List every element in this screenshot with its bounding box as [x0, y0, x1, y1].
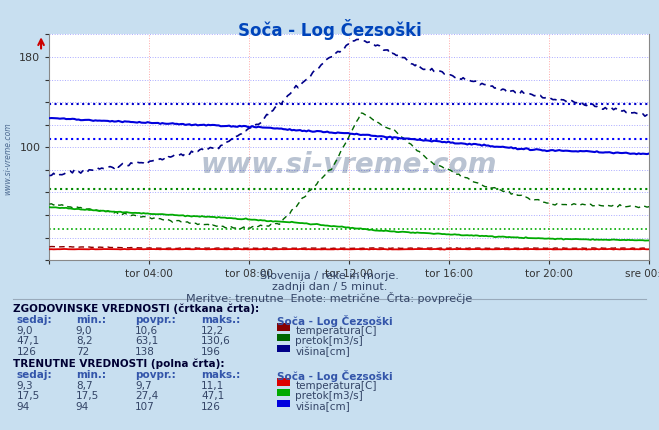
Text: zadnji dan / 5 minut.: zadnji dan / 5 minut.: [272, 282, 387, 292]
Text: min.:: min.:: [76, 370, 106, 380]
Text: 9,0: 9,0: [16, 326, 33, 335]
Text: ZGODOVINSKE VREDNOSTI (črtkana črta):: ZGODOVINSKE VREDNOSTI (črtkana črta):: [13, 303, 259, 313]
Text: povpr.:: povpr.:: [135, 315, 176, 325]
Text: 11,1: 11,1: [201, 381, 224, 390]
Text: 9,7: 9,7: [135, 381, 152, 390]
Text: Soča - Log Čezsoški: Soča - Log Čezsoški: [277, 370, 392, 382]
Text: višina[cm]: višina[cm]: [295, 402, 350, 412]
Text: www.si-vreme.com: www.si-vreme.com: [3, 123, 13, 195]
Text: maks.:: maks.:: [201, 370, 241, 380]
Text: 10,6: 10,6: [135, 326, 158, 335]
Text: sedaj:: sedaj:: [16, 370, 52, 380]
Text: Soča - Log Čezsoški: Soča - Log Čezsoški: [277, 315, 392, 327]
Text: 138: 138: [135, 347, 155, 357]
Text: 63,1: 63,1: [135, 336, 158, 346]
Text: maks.:: maks.:: [201, 315, 241, 325]
Text: 72: 72: [76, 347, 89, 357]
Text: 17,5: 17,5: [16, 391, 40, 401]
Text: 9,3: 9,3: [16, 381, 33, 390]
Text: pretok[m3/s]: pretok[m3/s]: [295, 391, 363, 401]
Text: www.si-vreme.com: www.si-vreme.com: [201, 151, 498, 179]
Text: višina[cm]: višina[cm]: [295, 347, 350, 357]
Text: temperatura[C]: temperatura[C]: [295, 381, 377, 390]
Text: 9,0: 9,0: [76, 326, 92, 335]
Text: Soča - Log Čezsoški: Soča - Log Čezsoški: [238, 19, 421, 40]
Text: TRENUTNE VREDNOSTI (polna črta):: TRENUTNE VREDNOSTI (polna črta):: [13, 358, 225, 369]
Text: 8,2: 8,2: [76, 336, 92, 346]
Text: 130,6: 130,6: [201, 336, 231, 346]
Text: 94: 94: [76, 402, 89, 412]
Text: 126: 126: [16, 347, 36, 357]
Text: 27,4: 27,4: [135, 391, 158, 401]
Text: 47,1: 47,1: [201, 391, 224, 401]
Text: 12,2: 12,2: [201, 326, 224, 335]
Text: 196: 196: [201, 347, 221, 357]
Text: 8,7: 8,7: [76, 381, 92, 390]
Text: povpr.:: povpr.:: [135, 370, 176, 380]
Text: 94: 94: [16, 402, 30, 412]
Text: pretok[m3/s]: pretok[m3/s]: [295, 336, 363, 346]
Text: 47,1: 47,1: [16, 336, 40, 346]
Text: 126: 126: [201, 402, 221, 412]
Text: Slovenija / reke in morje.: Slovenija / reke in morje.: [260, 271, 399, 281]
Text: temperatura[C]: temperatura[C]: [295, 326, 377, 335]
Text: Meritve: trenutne  Enote: metrične  Črta: povprečje: Meritve: trenutne Enote: metrične Črta: …: [186, 292, 473, 304]
Text: min.:: min.:: [76, 315, 106, 325]
Text: 107: 107: [135, 402, 155, 412]
Text: 17,5: 17,5: [76, 391, 99, 401]
Text: sedaj:: sedaj:: [16, 315, 52, 325]
